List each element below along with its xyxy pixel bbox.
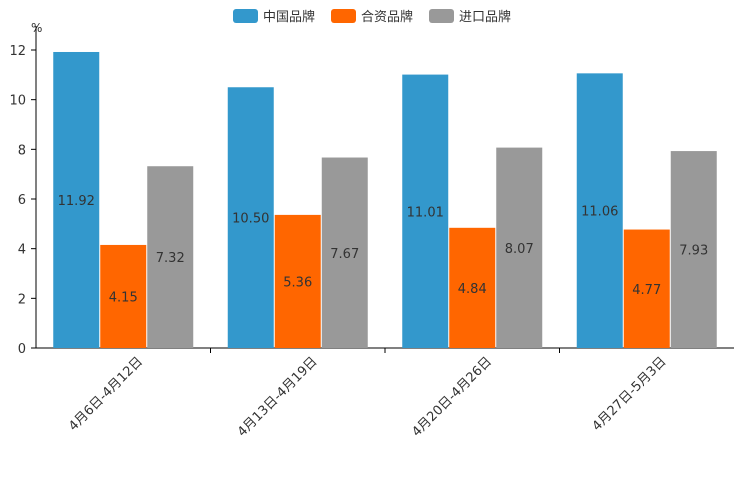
bar <box>321 157 368 348</box>
bar-value-label: 7.93 <box>679 244 708 259</box>
x-tick-label: 4月6日-4月12日 <box>66 354 146 434</box>
bar-value-label: 4.15 <box>109 290 138 305</box>
legend-label: 中国品牌 <box>262 10 315 25</box>
bar <box>402 74 449 349</box>
bar <box>623 229 670 348</box>
y-tick-label: 6 <box>18 193 26 208</box>
legend-swatch <box>330 8 356 23</box>
bar-value-label: 7.32 <box>156 251 185 266</box>
bar-value-label: 11.92 <box>58 194 95 209</box>
legend: 中国品牌 合资品牌 进口品牌 <box>0 6 744 25</box>
x-tick-label: 4月20日-4月26日 <box>409 354 495 440</box>
bar <box>100 244 147 348</box>
legend-swatch <box>429 8 454 23</box>
x-tick-label: 4月27日-5月3日 <box>590 354 670 434</box>
y-axis-label: % <box>31 21 43 35</box>
y-tick-label: 0 <box>18 342 26 357</box>
bar <box>576 73 623 349</box>
y-tick-label: 12 <box>9 44 26 59</box>
legend-item[interactable]: 进口品牌 <box>429 6 511 25</box>
y-tick-label: 8 <box>18 143 26 158</box>
y-tick-label: 2 <box>18 292 26 307</box>
bar <box>147 166 194 348</box>
bar-value-label: 4.84 <box>458 282 487 297</box>
legend-label: 合资品牌 <box>360 10 413 25</box>
legend-item[interactable]: 合资品牌 <box>330 6 413 25</box>
legend-item[interactable]: 中国品牌 <box>232 6 315 25</box>
bar-value-label: 7.67 <box>330 247 359 262</box>
bar <box>496 147 543 348</box>
bar <box>670 151 717 348</box>
bar-value-label: 8.07 <box>505 242 534 257</box>
bar-value-label: 11.06 <box>581 205 618 220</box>
bar-value-label: 4.77 <box>632 283 661 298</box>
bar-value-label: 5.36 <box>283 275 312 290</box>
legend-label: 进口品牌 <box>459 10 512 25</box>
bar <box>274 214 321 348</box>
bar <box>227 87 274 348</box>
bar-value-label: 10.50 <box>232 212 269 227</box>
bar <box>53 51 100 349</box>
bar-value-label: 11.01 <box>407 205 444 220</box>
legend-swatch <box>232 8 258 23</box>
bar <box>449 227 496 348</box>
y-tick-label: 10 <box>9 94 26 109</box>
x-tick-label: 4月13日-4月19日 <box>235 354 321 440</box>
y-tick-label: 4 <box>18 243 26 258</box>
